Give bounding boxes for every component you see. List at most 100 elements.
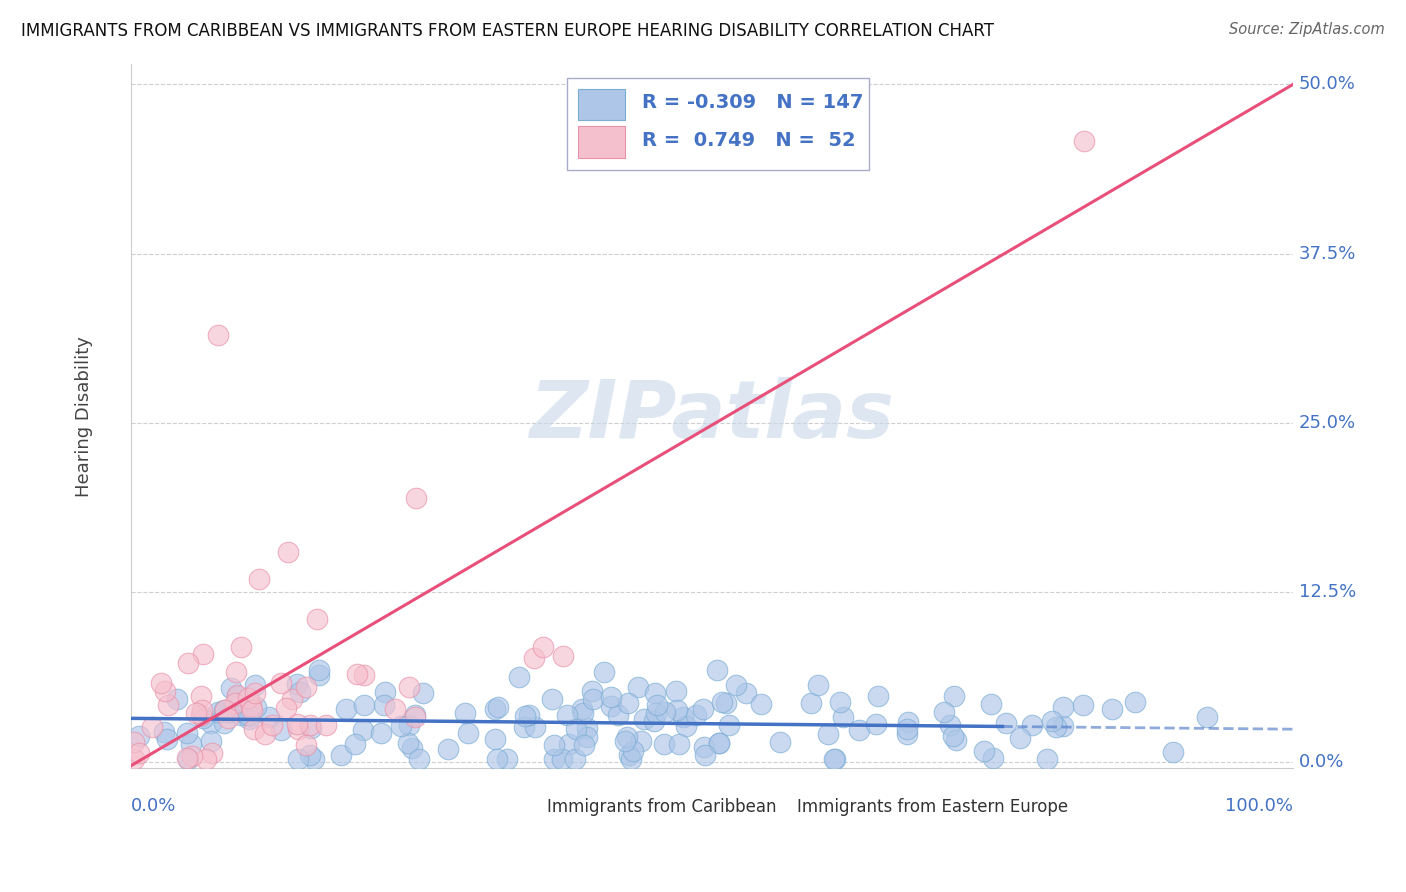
Point <box>153 725 176 739</box>
Point <box>343 737 366 751</box>
Point <box>1040 714 1063 728</box>
Point <box>226 688 249 702</box>
Point <box>212 703 235 717</box>
Text: Hearing Disability: Hearing Disability <box>76 335 93 497</box>
FancyBboxPatch shape <box>765 798 790 814</box>
Point <box>260 718 283 732</box>
Point <box>543 752 565 766</box>
Point <box>243 686 266 700</box>
Point <box>484 732 506 747</box>
Point <box>627 680 650 694</box>
Point <box>180 737 202 751</box>
Point <box>896 723 918 737</box>
Point <box>254 727 277 741</box>
Point <box>484 702 506 716</box>
Point <box>214 703 236 717</box>
Text: 0.0%: 0.0% <box>1299 753 1344 771</box>
Point <box>571 702 593 716</box>
Point <box>939 718 962 732</box>
Point <box>150 676 173 690</box>
Point <box>614 734 637 748</box>
FancyBboxPatch shape <box>515 798 540 814</box>
Point <box>122 735 145 749</box>
Point <box>616 731 638 745</box>
Point <box>551 752 574 766</box>
Point <box>558 737 581 751</box>
Point <box>217 711 239 725</box>
Point <box>221 681 243 695</box>
Point <box>294 738 316 752</box>
Text: R =  0.749   N =  52: R = 0.749 N = 52 <box>643 130 856 150</box>
Point <box>153 684 176 698</box>
Point <box>896 727 918 741</box>
Point <box>243 678 266 692</box>
Point <box>1073 134 1095 148</box>
Point <box>672 710 695 724</box>
Point <box>571 706 593 721</box>
Point <box>238 690 260 705</box>
Point <box>299 717 322 731</box>
Point <box>800 696 823 710</box>
Point <box>141 719 163 733</box>
Point <box>217 705 239 719</box>
Text: ZIPatlas: ZIPatlas <box>530 377 894 455</box>
Point <box>373 698 395 712</box>
Point <box>396 736 419 750</box>
Point <box>225 665 247 679</box>
Point <box>1123 694 1146 708</box>
Point <box>675 719 697 733</box>
Point <box>643 714 665 728</box>
Point <box>486 699 509 714</box>
Text: 37.5%: 37.5% <box>1299 244 1357 263</box>
Point <box>384 702 406 716</box>
Point <box>454 706 477 721</box>
Point <box>224 696 246 710</box>
Point <box>238 712 260 726</box>
Point <box>945 732 967 747</box>
Point <box>193 711 215 725</box>
Point <box>305 612 328 626</box>
Point <box>391 718 413 732</box>
Point <box>231 640 253 654</box>
Point <box>401 741 423 756</box>
Point <box>352 723 374 737</box>
Point <box>807 678 830 692</box>
Point <box>457 726 479 740</box>
Point <box>524 720 547 734</box>
Point <box>714 696 737 710</box>
Point <box>866 689 889 703</box>
Point <box>207 328 229 343</box>
Point <box>308 664 330 678</box>
Point <box>543 739 565 753</box>
Point <box>824 752 846 766</box>
Point <box>177 657 200 671</box>
Point <box>302 752 325 766</box>
Point <box>693 747 716 762</box>
Point <box>666 703 689 717</box>
Point <box>287 752 309 766</box>
Point <box>533 640 555 654</box>
Point <box>685 708 707 723</box>
Point <box>277 545 299 559</box>
Text: 12.5%: 12.5% <box>1299 583 1357 601</box>
Point <box>1010 731 1032 746</box>
Point <box>201 746 224 760</box>
Point <box>831 710 853 724</box>
Point <box>285 717 308 731</box>
Point <box>565 723 588 737</box>
Point <box>486 752 509 766</box>
Point <box>617 748 640 763</box>
Point <box>943 690 966 704</box>
Point <box>398 718 420 732</box>
FancyBboxPatch shape <box>578 88 624 120</box>
Point <box>239 709 262 723</box>
Point <box>226 689 249 703</box>
Point <box>654 705 676 719</box>
Point <box>404 709 426 723</box>
Text: 0.0%: 0.0% <box>131 797 176 814</box>
Point <box>582 691 605 706</box>
Point <box>157 698 180 713</box>
Point <box>644 686 666 700</box>
Point <box>652 737 675 751</box>
Point <box>412 686 434 700</box>
